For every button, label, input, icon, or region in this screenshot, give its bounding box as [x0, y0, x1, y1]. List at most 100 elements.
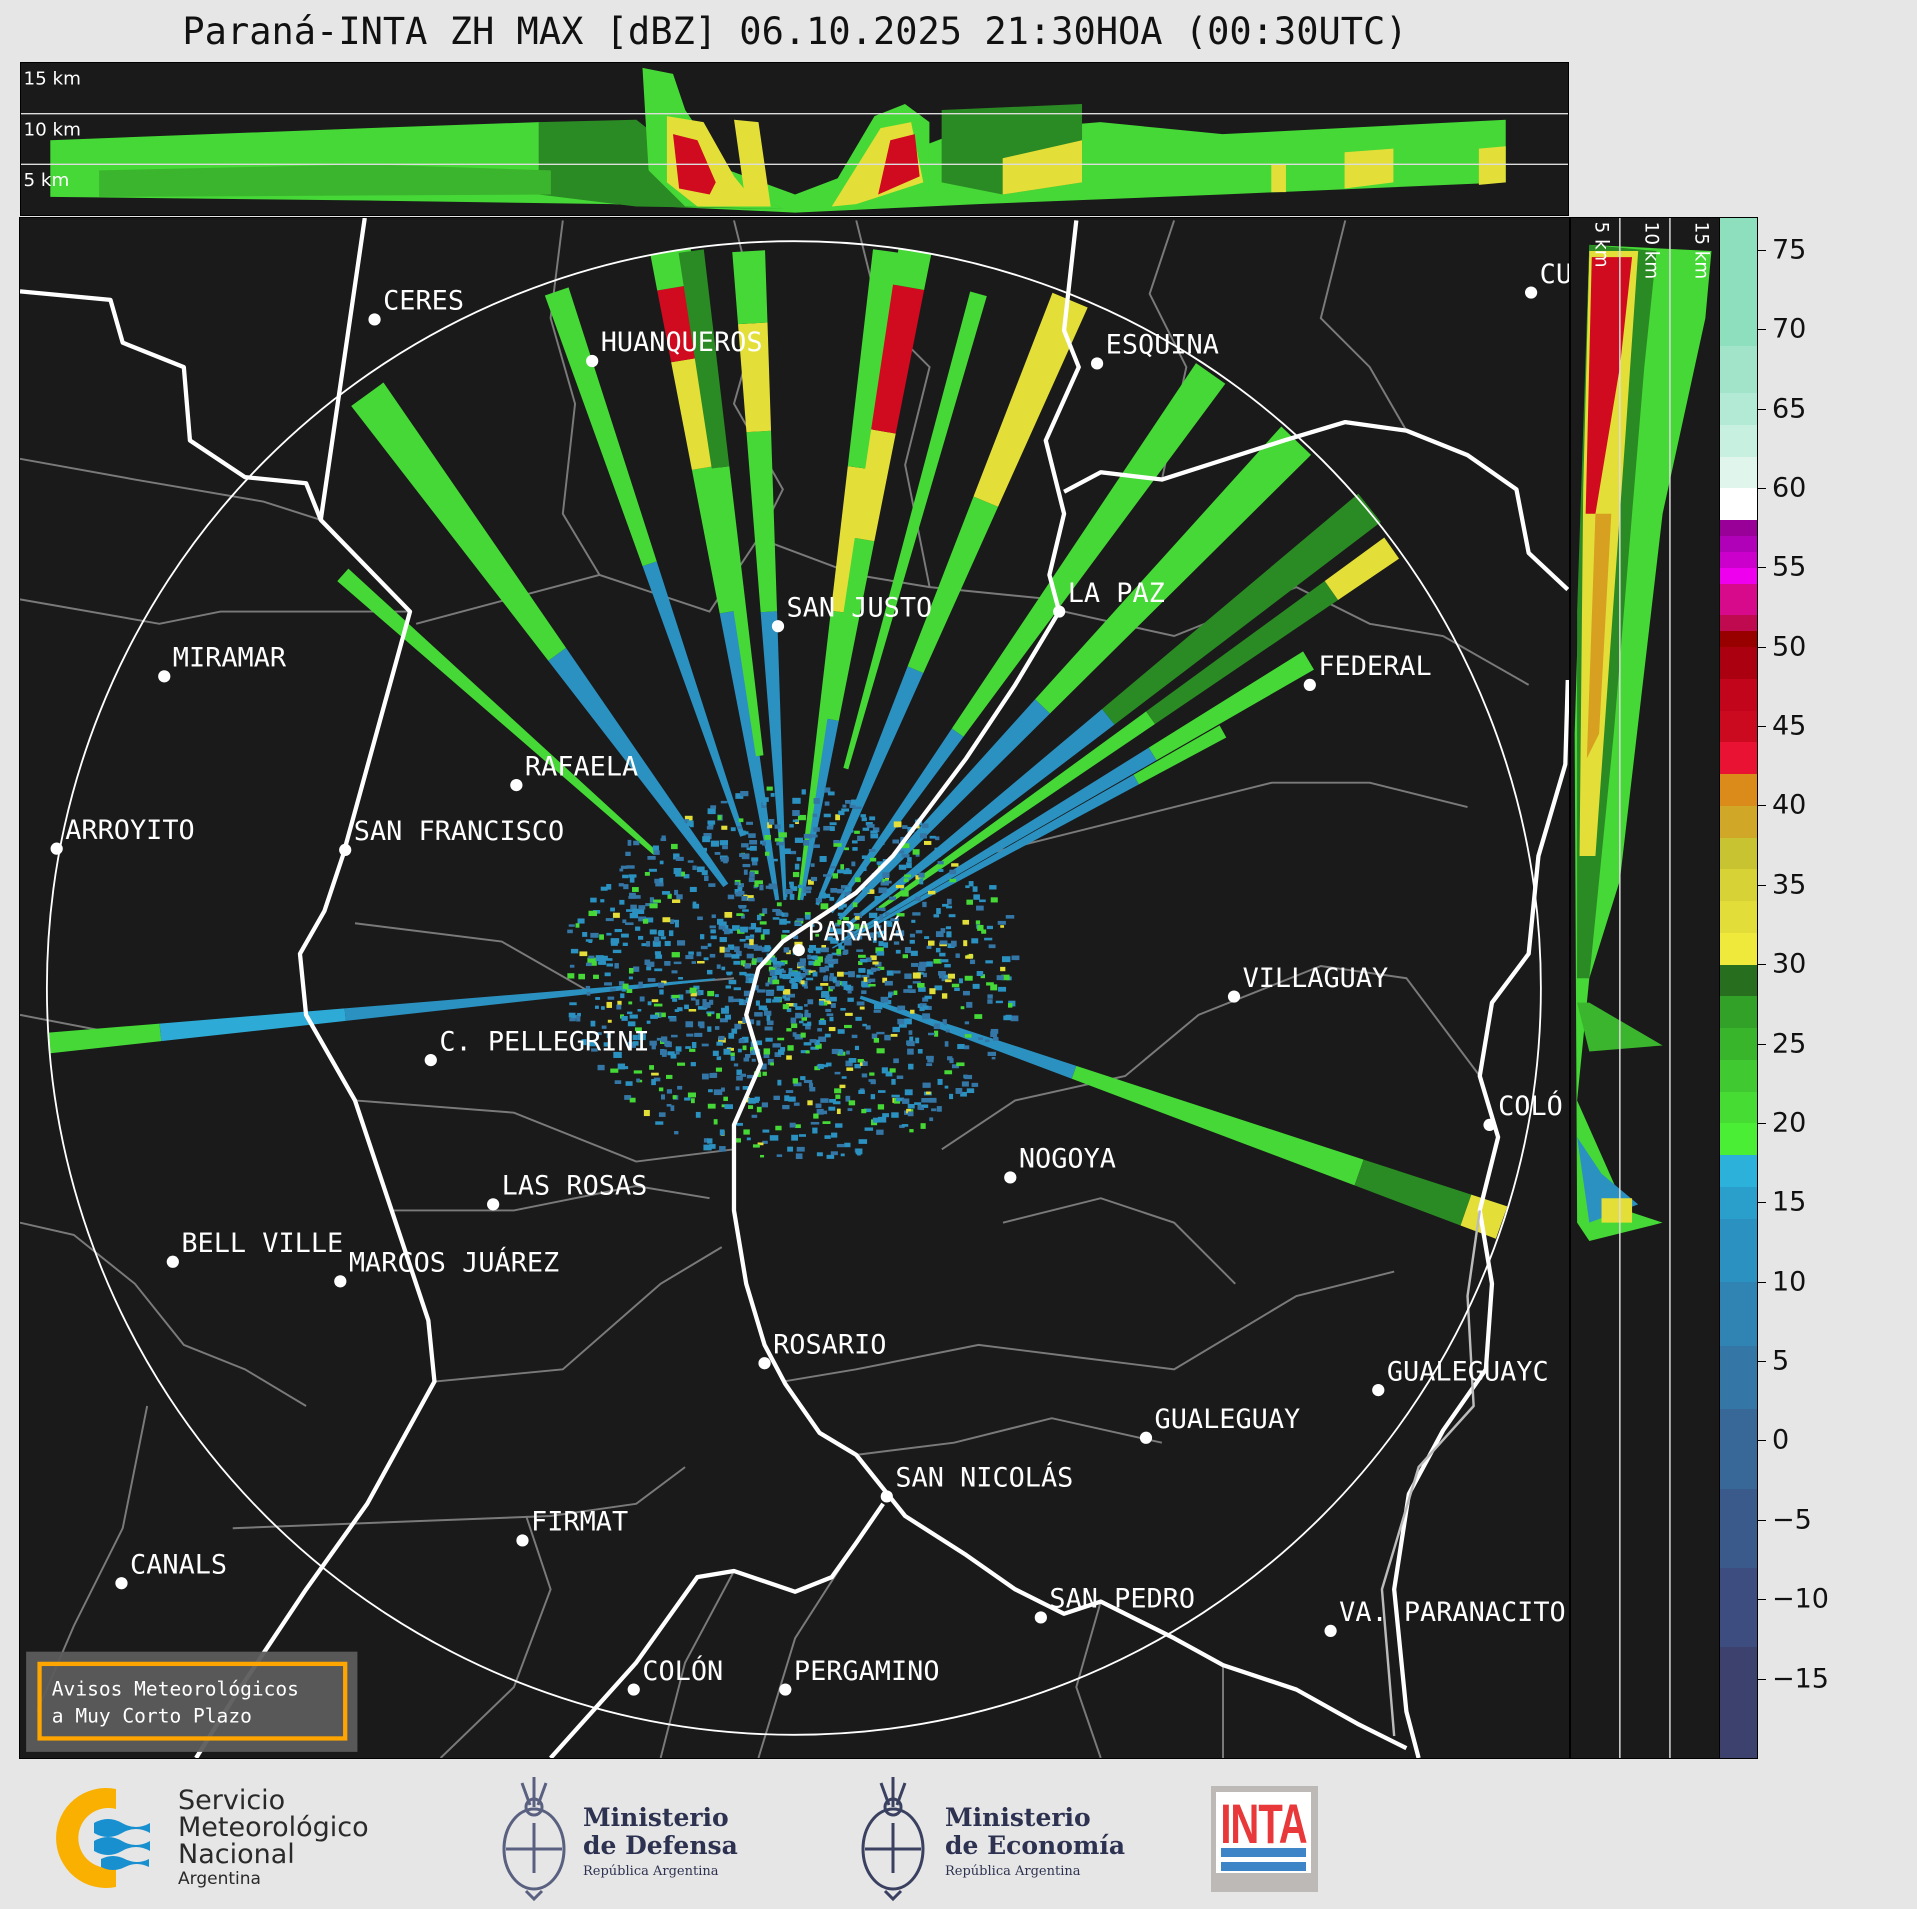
clutter-echo — [766, 990, 774, 996]
clutter-echo — [734, 946, 740, 953]
clutter-echo — [816, 1152, 823, 1157]
clutter-echo — [822, 874, 832, 877]
city-label: VILLAGUAY — [1243, 963, 1389, 994]
clutter-echo — [733, 1138, 741, 1143]
clutter-echo — [722, 845, 728, 850]
clutter-echo — [890, 1033, 898, 1037]
clutter-echo — [748, 1019, 755, 1025]
clutter-echo — [695, 999, 700, 1006]
clutter-echo — [789, 850, 797, 855]
clutter-echo — [964, 1021, 970, 1025]
clutter-echo — [793, 1102, 800, 1106]
clutter-echo — [633, 840, 640, 846]
clutter-echo — [922, 823, 929, 829]
clutter-echo — [882, 977, 888, 983]
clutter-echo — [740, 790, 749, 797]
clutter-echo — [687, 820, 694, 824]
colorbar-tick-label: 55 — [1772, 551, 1807, 583]
clutter-echo — [946, 931, 952, 938]
clutter-echo — [835, 1094, 841, 1099]
clutter-echo — [628, 892, 636, 897]
clutter-echo — [733, 998, 742, 1003]
clutter-echo — [671, 970, 678, 974]
radar-echo — [847, 249, 901, 469]
clutter-echo — [653, 850, 660, 855]
clutter-echo — [586, 991, 591, 996]
clutter-echo — [786, 1008, 792, 1013]
city-label: COLÓ — [1498, 1090, 1563, 1122]
colorbar-band — [1720, 837, 1757, 870]
clutter-echo — [713, 1119, 718, 1125]
clutter-echo — [936, 908, 941, 915]
clutter-echo — [1007, 1003, 1013, 1008]
clutter-echo — [817, 1028, 823, 1032]
clutter-echo — [872, 1117, 879, 1123]
clutter-echo — [824, 787, 831, 793]
clutter-echo — [898, 864, 907, 870]
clutter-echo — [632, 1034, 638, 1041]
clutter-echo — [677, 1085, 683, 1090]
clutter-echo — [829, 1098, 837, 1103]
clutter-echo — [895, 884, 904, 889]
clutter-echo — [937, 861, 944, 865]
clutter-echo — [794, 976, 802, 982]
clutter-echo — [851, 861, 856, 867]
clutter-echo — [766, 1020, 774, 1026]
clutter-echo — [906, 1040, 915, 1047]
smn-logo — [56, 1783, 176, 1893]
clutter-echo — [626, 909, 634, 912]
clutter-echo — [681, 871, 685, 877]
clutter-echo — [902, 825, 908, 829]
clutter-echo — [875, 907, 885, 911]
clutter-echo — [626, 1095, 632, 1099]
clutter-echo — [903, 989, 910, 993]
clutter-echo — [811, 834, 818, 838]
clutter-echo — [815, 933, 820, 937]
clutter-echo — [783, 892, 788, 898]
city-marker — [510, 779, 523, 792]
clutter-echo — [853, 806, 862, 810]
radar-echo — [951, 363, 1226, 737]
colorbar-band — [1720, 630, 1757, 648]
clutter-echo — [921, 1098, 930, 1103]
clutter-echo — [588, 940, 593, 943]
clutter-echo — [876, 925, 882, 929]
city-marker — [1053, 605, 1066, 618]
clutter-echo — [724, 953, 732, 958]
colorbar-band — [1720, 1091, 1757, 1124]
clutter-echo — [664, 960, 671, 966]
clutter-echo — [863, 977, 868, 982]
clutter-echo — [933, 958, 942, 964]
clutter-echo — [872, 827, 880, 833]
river-branch — [1380, 1210, 1481, 1737]
clutter-echo — [793, 935, 799, 940]
province-border — [20, 289, 323, 521]
clutter-echo — [815, 947, 821, 954]
city-label: SAN FRANCISCO — [354, 816, 564, 847]
clutter-echo — [933, 914, 940, 918]
economia-line-3: República Argentina — [945, 1864, 1081, 1879]
clutter-echo — [671, 899, 681, 903]
clutter-echo — [965, 955, 971, 959]
clutter-echo — [761, 1102, 769, 1108]
colorbar-band — [1720, 678, 1757, 711]
department-border — [1319, 220, 1408, 432]
radar-echo — [815, 666, 924, 906]
clutter-echo — [730, 1056, 735, 1061]
clutter-echo — [849, 802, 856, 808]
clutter-echo — [622, 942, 628, 947]
clutter-echo — [896, 1075, 904, 1080]
clutter-echo — [699, 934, 705, 940]
clutter-echo — [696, 951, 702, 957]
clutter-echo — [962, 919, 970, 925]
clutter-echo — [862, 827, 870, 831]
radar-map[interactable]: CERES HUANQUEROS ESQUINA CU SAN JUSTO LA PAZ M… — [19, 217, 1570, 1759]
clutter-echo — [733, 987, 742, 991]
clutter-echo — [836, 1108, 841, 1115]
clutter-echo — [770, 793, 775, 797]
clutter-echo — [661, 980, 667, 984]
clutter-echo — [766, 1015, 771, 1022]
clutter-echo — [919, 1107, 925, 1111]
clutter-echo — [794, 1124, 801, 1129]
clutter-echo — [835, 814, 841, 821]
